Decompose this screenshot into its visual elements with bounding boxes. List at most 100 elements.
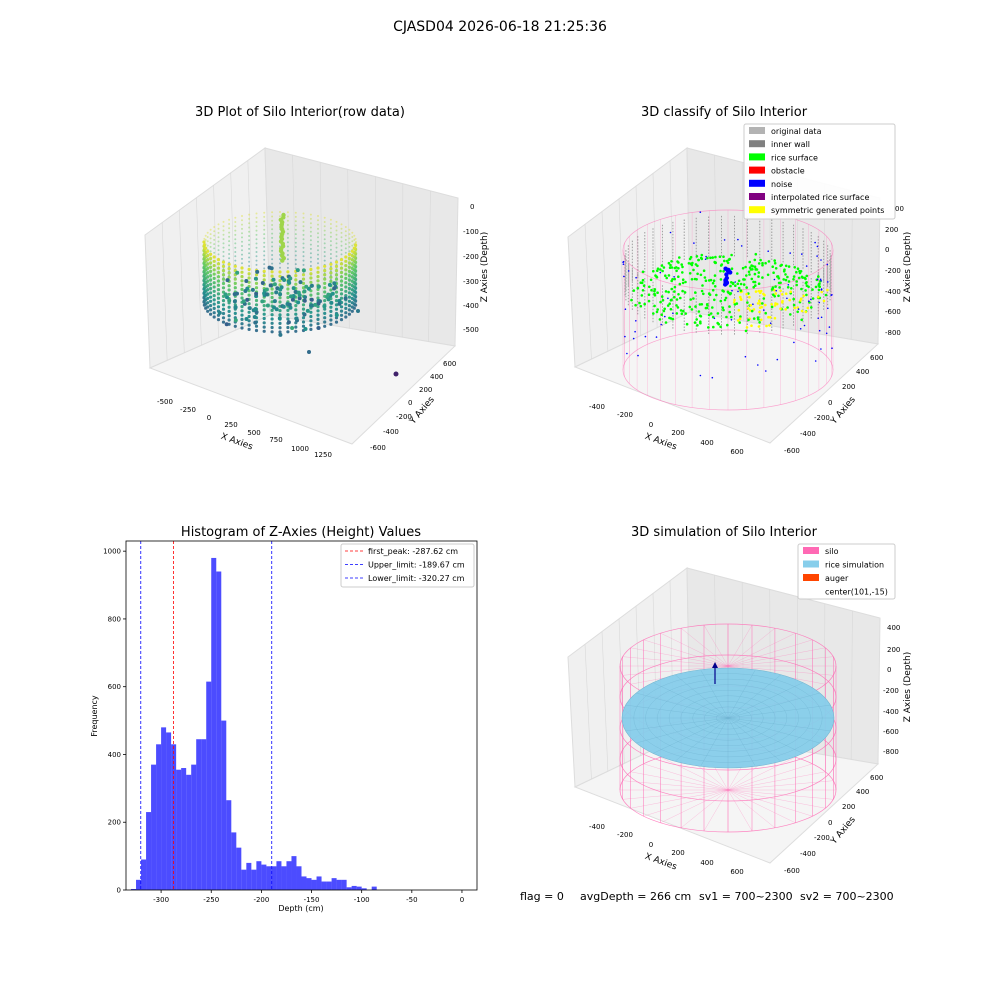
raw-3d-point [202, 243, 206, 247]
classify-3d-noise-point [737, 238, 739, 241]
simulation-3d-z-label: Z Axies (Depth) [903, 652, 913, 723]
pane-gridline [178, 210, 185, 353]
raw-3d-point [317, 215, 319, 217]
raw-3d-point [209, 299, 213, 303]
raw-3d-point [309, 314, 313, 319]
raw-3d-point [309, 213, 312, 216]
raw-3d-point [212, 259, 216, 263]
simulation-3d-silo-spoke [680, 789, 729, 828]
simulation-3d-y-tick: -400 [800, 850, 816, 858]
raw-3d-point [309, 272, 313, 276]
raw-3d-point [303, 327, 308, 331]
simulation-3d-y-tick: 0 [828, 819, 832, 827]
classify-3d-surface-point [789, 290, 792, 294]
raw-3d-point [240, 292, 244, 296]
raw-3d-point [348, 245, 351, 248]
raw-3d-point [234, 242, 237, 245]
raw-3d-point [309, 310, 313, 314]
classify-3d-noise-point [801, 253, 803, 255]
raw-3d-point [263, 254, 266, 257]
raw-3d-point [294, 220, 297, 223]
raw-3d-point [221, 307, 226, 311]
simulation-3d-y-tick: 600 [870, 774, 883, 782]
classify-3d-noise-point [773, 278, 776, 281]
raw-3d-point [350, 266, 354, 270]
classify-3d-x-tick: 200 [671, 429, 684, 437]
classify-3d-surface-point [807, 285, 810, 289]
classify-3d-surface-point [792, 303, 796, 307]
raw-3d-x-tick: -500 [157, 398, 173, 406]
pane-gridline [319, 162, 324, 324]
raw-3d-point [347, 256, 351, 261]
simulation-3d-silo-spoke [727, 780, 834, 791]
classify-3d-surface-point [793, 306, 796, 310]
raw-3d-point [316, 326, 321, 330]
classify-3d-surface-point [664, 290, 668, 293]
raw-3d-point [323, 307, 327, 311]
classify-3d-surface-point [698, 303, 702, 306]
classify-3d-surface-point [778, 286, 781, 289]
classify-3d-surface-point [758, 310, 761, 314]
raw-3d-point [309, 243, 312, 246]
simulation-3d-rice-mesh [674, 674, 729, 719]
classify-3d-surface-point [659, 300, 662, 304]
simulation-3d-x-tick: -400 [589, 823, 605, 831]
classify-3d-surface-point [661, 269, 664, 273]
classify-3d-surface-point [784, 292, 788, 296]
classify-3d-surface-point [768, 324, 771, 327]
classify-3d-noise-point [793, 341, 795, 344]
raw-3d-point [302, 255, 305, 258]
raw-3d-point [294, 245, 297, 248]
classify-3d-surface-point [681, 289, 684, 293]
classify-3d-surface-point [679, 309, 683, 312]
raw-3d-point [271, 224, 274, 226]
classify-3d-surface-point [747, 318, 750, 322]
classify-3d-noise-point [740, 245, 743, 247]
simulation-3d-silo-spoke [727, 789, 834, 800]
raw-3d-point [339, 292, 344, 296]
classify-3d-surface-point [690, 278, 694, 281]
raw-3d-point [262, 269, 266, 273]
classify-3d-surface-point [750, 277, 754, 281]
raw-3d-point [206, 305, 210, 309]
raw-3d-point [329, 271, 333, 275]
raw-3d-point [329, 267, 333, 271]
raw-3d-point [244, 279, 249, 283]
raw-3d-point [309, 267, 313, 271]
classify-3d-surface-point [744, 265, 747, 269]
raw-3d-point [323, 229, 326, 232]
raw-3d-point [240, 322, 244, 326]
raw-3d-point [309, 265, 312, 267]
classify-3d-surface-point [700, 289, 704, 293]
raw-3d-point [286, 228, 289, 231]
raw-3d-point [252, 315, 257, 319]
classify-3d-surface-point [795, 283, 798, 287]
raw-3d-point [309, 280, 313, 284]
classify-3d-noise-point [635, 276, 637, 279]
raw-3d-point [233, 277, 237, 281]
histogram-reference-lines [140, 541, 273, 890]
raw-3d-point [274, 290, 279, 295]
raw-3d-point [286, 317, 290, 321]
classify-3d-y-label: Y Axies [829, 395, 858, 427]
classify-3d-y-tick: 0 [828, 399, 832, 407]
classify-3d-surface-point [723, 259, 726, 263]
raw-3d-point [334, 307, 339, 311]
simulation-3d-legend-swatch [803, 547, 819, 554]
classify-3d-surface-point [784, 308, 787, 311]
classify-3d-noise-point [827, 307, 829, 310]
raw-3d-point [212, 281, 216, 285]
classify-3d-surface-point [764, 303, 767, 307]
raw-3d-point [241, 232, 243, 235]
raw-3d-point [248, 226, 251, 229]
raw-3d-point [351, 244, 354, 247]
classify-3d-noise-point [763, 309, 765, 311]
simulation-3d-x-tick: 200 [671, 849, 684, 857]
classify-3d-noise-point [637, 354, 639, 357]
classify-3d-noise-point [667, 297, 669, 300]
raw-3d-point [309, 323, 313, 327]
raw-3d-point [340, 223, 343, 226]
simulation-3d-y-ticks: -600 -400 -200 0 200 400 600 [784, 774, 883, 875]
classify-3d-surface-point [694, 305, 697, 308]
raw-3d-point [295, 268, 300, 273]
